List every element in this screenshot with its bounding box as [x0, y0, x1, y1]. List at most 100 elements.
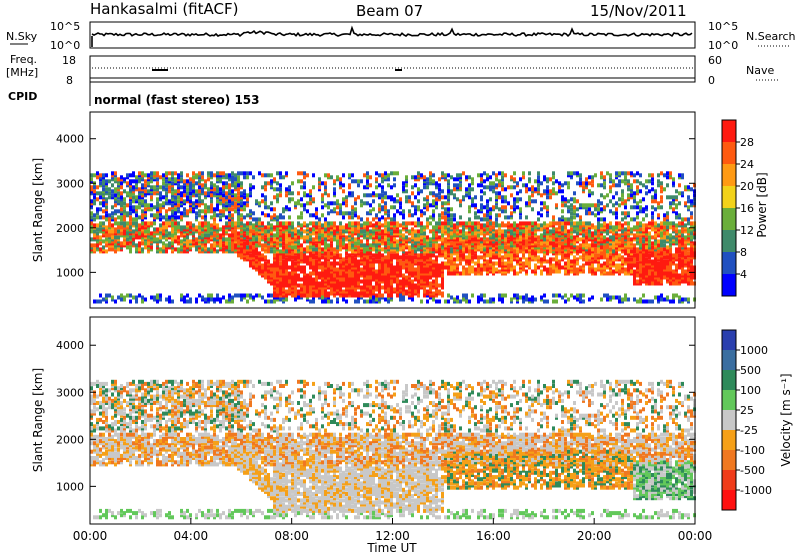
heatmap-cell	[552, 187, 555, 192]
heatmap-cell	[459, 173, 462, 178]
heatmap-cell	[138, 215, 141, 220]
heatmap-cell	[309, 227, 312, 232]
heatmap-cell	[507, 263, 510, 268]
heatmap-cell	[204, 221, 207, 226]
heatmap-cell	[474, 195, 477, 200]
heatmap-cell	[504, 195, 507, 200]
heatmap-cell	[186, 299, 189, 304]
heatmap-cell	[294, 227, 297, 232]
heatmap-cell	[177, 203, 180, 208]
heatmap-cell	[486, 259, 489, 264]
heatmap-cell	[399, 247, 402, 252]
noise-sky-line	[91, 25, 693, 47]
heatmap-cell	[348, 215, 351, 220]
heatmap-cell	[498, 227, 501, 232]
heatmap-cell	[264, 205, 267, 210]
heatmap-cell	[297, 283, 300, 288]
heatmap-cell	[438, 195, 441, 200]
heatmap-cell	[159, 203, 162, 208]
heatmap-cell	[543, 175, 546, 180]
heatmap-cell	[240, 221, 243, 226]
heatmap-cell	[336, 199, 339, 204]
heatmap-cell	[594, 225, 597, 230]
heatmap-cell	[123, 177, 126, 182]
heatmap-cell	[114, 221, 117, 226]
heatmap-cell	[219, 187, 222, 192]
heatmap-cell	[189, 297, 192, 302]
heatmap-cell	[480, 237, 483, 242]
heatmap-cell	[351, 293, 354, 298]
heatmap-cell	[99, 201, 102, 206]
heatmap-cell	[192, 175, 195, 180]
heatmap-cell	[504, 253, 507, 258]
heatmap-cell	[258, 251, 261, 256]
heatmap-cell	[405, 289, 408, 294]
heatmap-cell	[300, 211, 303, 216]
heatmap-cell	[309, 201, 312, 206]
freq-right-tick-top: 60	[708, 54, 722, 67]
heatmap-cell	[297, 221, 300, 226]
heatmap-cell	[570, 293, 573, 298]
heatmap-cell	[405, 189, 408, 194]
heatmap-cell	[591, 223, 594, 228]
heatmap-cell	[156, 215, 159, 220]
heatmap-cell	[234, 209, 237, 214]
heatmap-cell	[360, 285, 363, 290]
heatmap-cell	[489, 221, 492, 226]
heatmap-cell	[447, 195, 450, 200]
heatmap-cell	[213, 187, 216, 192]
heatmap-cell	[417, 253, 420, 258]
heatmap-cell	[177, 235, 180, 240]
heatmap-cell	[435, 201, 438, 206]
heatmap-cell	[300, 283, 303, 288]
heatmap-cell	[420, 299, 423, 304]
heatmap-cell	[162, 173, 165, 178]
heatmap-cell	[555, 221, 558, 226]
heatmap-cell	[471, 293, 474, 298]
heatmap-cell	[381, 229, 384, 234]
heatmap-cell	[117, 221, 120, 226]
heatmap-cell	[480, 223, 483, 228]
heatmap-cell	[135, 195, 138, 200]
heatmap-cell	[402, 221, 405, 226]
heatmap-cell	[255, 243, 258, 248]
heatmap-cell	[417, 221, 420, 226]
heatmap-cell	[324, 191, 327, 196]
heatmap-cell	[327, 193, 330, 198]
heatmap-cell	[303, 203, 306, 208]
heatmap-cell	[279, 215, 282, 220]
heatmap-cell	[441, 277, 444, 282]
heatmap-cell	[390, 217, 393, 222]
heatmap-cell	[501, 293, 504, 298]
heatmap-cell	[327, 173, 330, 178]
heatmap-cell	[345, 293, 348, 298]
heatmap-cell	[453, 223, 456, 228]
heatmap-cell	[219, 191, 222, 196]
heatmap-cell	[222, 193, 225, 198]
heatmap-cell	[249, 225, 252, 230]
heatmap-cell	[483, 265, 486, 270]
heatmap-cell	[186, 179, 189, 184]
heatmap-cell	[222, 225, 225, 230]
heatmap-cell	[324, 217, 327, 222]
heatmap-cell	[573, 265, 576, 270]
heatmap-cell	[495, 229, 498, 234]
heatmap-cell	[300, 247, 303, 252]
heatmap-cell	[360, 251, 363, 256]
heatmap-cell	[288, 271, 291, 276]
heatmap-cell	[477, 173, 480, 178]
heatmap-cell	[135, 295, 138, 300]
heatmap-cell	[99, 173, 102, 178]
heatmap-cell	[288, 265, 291, 270]
heatmap-cell	[297, 267, 300, 272]
heatmap-cell	[342, 257, 345, 262]
heatmap-cell	[345, 273, 348, 278]
heatmap-cell	[414, 183, 417, 188]
heatmap-cell	[396, 193, 399, 198]
heatmap-cell	[264, 187, 267, 192]
heatmap-cell	[438, 187, 441, 192]
heatmap-cell	[423, 255, 426, 260]
heatmap-cell	[543, 231, 546, 236]
heatmap-cell	[414, 233, 417, 238]
heatmap-cell	[126, 241, 129, 246]
